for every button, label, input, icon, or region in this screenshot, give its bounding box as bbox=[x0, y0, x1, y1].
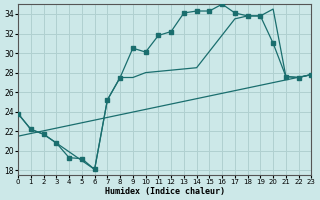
X-axis label: Humidex (Indice chaleur): Humidex (Indice chaleur) bbox=[105, 187, 225, 196]
